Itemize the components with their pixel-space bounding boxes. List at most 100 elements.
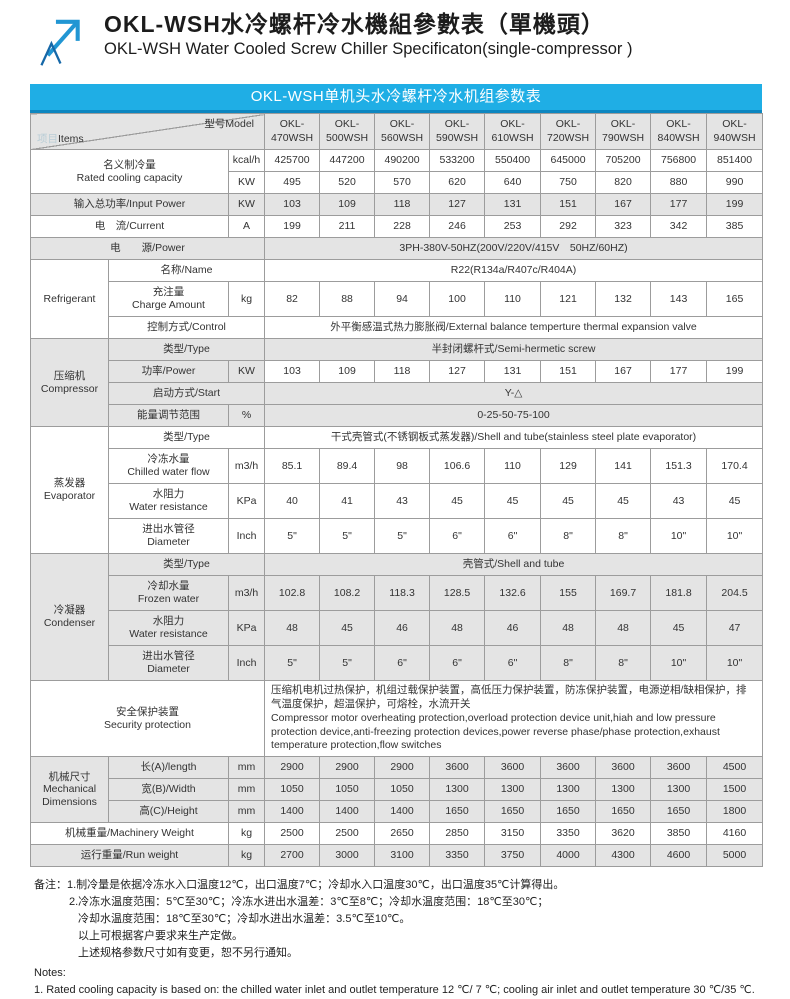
- param-label: 能量调节范围: [108, 404, 229, 427]
- value-cell: 1400: [264, 800, 321, 824]
- model-label: 型号Model: [204, 118, 255, 130]
- value-cell: 82: [264, 281, 321, 317]
- table-row-frozen-water: 冷却水量 Frozen water m3/h 102.8 108.2 118.3 128.…: [31, 575, 764, 611]
- value-cell: 121: [540, 281, 597, 317]
- unit-cell: kg: [227, 281, 266, 317]
- table-row-condenser-type: 冷凝器 Condenser 类型/Type 壳管式/Shell and tube: [30, 553, 764, 681]
- value-cell: 8": [595, 518, 652, 554]
- param-label: 名称/Name: [107, 259, 266, 282]
- value-cell: 6": [429, 518, 486, 554]
- model-header: OKL- 470WSH: [264, 113, 321, 150]
- note-line: Notes:: [34, 966, 66, 979]
- unit-cell: kg: [227, 822, 266, 846]
- value-cell: 3100: [374, 844, 431, 868]
- value-cell: 45: [540, 483, 597, 519]
- table-row-cond-diameter: 进出水管径 Diameter Inch 5" 5" 6" 6" 6" 8" 8" 10" 10": [31, 645, 764, 681]
- merged-value-cell: 0-25-50-75-100: [264, 404, 764, 427]
- value-cell: 10": [706, 518, 764, 554]
- value-cell: 45: [319, 610, 376, 646]
- value-cell: 131: [484, 360, 542, 383]
- merged-value-cell: 3PH-380V-50HZ(200V/220V/415V 50HZ/60HZ): [264, 237, 764, 260]
- value-cell: 167: [595, 193, 652, 216]
- param-label: 安全保护装置 Security protection: [29, 679, 266, 758]
- value-cell: 4000: [540, 844, 597, 868]
- model-header: OKL- 500WSH: [319, 113, 376, 150]
- model-header: OKL- 940WSH: [706, 113, 764, 150]
- value-cell: 155: [540, 575, 597, 611]
- unit-cell: KPa: [227, 483, 266, 519]
- value-cell: 5000: [706, 844, 764, 868]
- note-line: 1. Rated cooling capacity is based on: t…: [34, 983, 755, 996]
- items-label-cn: 项目: [37, 133, 58, 146]
- value-cell: 10": [650, 518, 708, 554]
- value-cell: 108.2: [319, 575, 376, 611]
- merged-value-cell: 壳管式/Shell and tube: [264, 553, 764, 576]
- param-label: 高(C)/Height: [108, 800, 229, 824]
- note-line: 备注：1.制冷量是依据冷冻水入口温度12℃，出口温度7℃；冷却水入口温度30℃，…: [34, 879, 565, 892]
- value-cell: 6": [484, 645, 542, 681]
- value-cell: 1300: [429, 778, 486, 802]
- param-label: 进出水管径 Diameter: [108, 518, 229, 554]
- value-cell: 5": [374, 518, 431, 554]
- unit-cell: KW: [227, 171, 266, 194]
- value-cell: 204.5: [706, 575, 764, 611]
- param-label: 控制方式/Control: [107, 316, 266, 339]
- value-cell: 102.8: [264, 575, 321, 611]
- table-row-rated-cooling-kw: KW 495 520 570 620 640 750 820 880 990: [31, 171, 764, 194]
- value-cell: 5": [264, 518, 321, 554]
- param-label: 输入总功率/Input Power: [30, 193, 229, 216]
- value-cell: 1050: [319, 778, 376, 802]
- value-cell: 43: [650, 483, 708, 519]
- unit-cell: KW: [227, 360, 266, 383]
- value-cell: 45: [484, 483, 542, 519]
- param-label: 充注量 Charge Amount: [108, 281, 229, 317]
- value-cell: 48: [595, 610, 652, 646]
- value-cell: 45: [429, 483, 486, 519]
- table-row-chilled-water-flow: 冷冻水量 Chilled water flow m3/h 85.1 89.4 98 106…: [31, 448, 764, 484]
- value-cell: 106.6: [429, 448, 486, 484]
- value-cell: 40: [264, 483, 321, 519]
- param-label: 名义制冷量 Rated cooling capacity: [30, 149, 229, 194]
- unit-cell: Inch: [227, 645, 266, 681]
- table-row-rated-cooling-kcal: 名义制冷量 Rated cooling capacity kcal/h 425700…: [30, 149, 764, 194]
- table-row-evaporator-type: 蒸发器 Evaporator 类型/Type 干式壳管式(不锈钢板式蒸发器)/She…: [30, 426, 764, 554]
- value-cell: 128.5: [429, 575, 486, 611]
- value-cell: 3750: [484, 844, 542, 868]
- value-cell: 8": [540, 645, 597, 681]
- page-subtitle: OKL-WSH Water Cooled Screw Chiller Speci…: [104, 39, 633, 58]
- param-label: 机械重量/Machinery Weight: [30, 822, 229, 846]
- merged-value-cell: 干式壳管式(不锈钢板式蒸发器)/Shell and tube(stainless…: [264, 426, 764, 449]
- items-label: 项目Items: [37, 133, 84, 146]
- value-cell: 170.4: [706, 448, 764, 484]
- value-cell: 118: [374, 193, 431, 216]
- value-cell: 6": [484, 518, 542, 554]
- param-label: 进出水管径 Diameter: [108, 645, 229, 681]
- corner-cell: 项目Items 型号Model: [29, 113, 266, 150]
- value-cell: 1650: [595, 800, 652, 824]
- value-cell: 103: [264, 360, 321, 383]
- param-label: 类型/Type: [107, 338, 266, 361]
- value-cell: 88: [319, 281, 376, 317]
- notes-chinese: 备注：1.制冷量是依据冷冻水入口温度12℃，出口温度7℃；冷却水入口温度30℃，…: [34, 877, 762, 962]
- unit-cell: %: [227, 404, 266, 427]
- param-label: 功率/Power: [108, 360, 229, 383]
- value-cell: 6": [374, 645, 431, 681]
- value-cell: 48: [264, 610, 321, 646]
- value-cell: 645000: [540, 149, 597, 172]
- table-banner: OKL-WSH单机头水冷螺杆冷水机组参数表: [30, 84, 762, 113]
- notes-english: Notes: 1. Rated cooling capacity is based…: [34, 965, 762, 999]
- value-cell: 10": [706, 645, 764, 681]
- value-cell: 4300: [595, 844, 652, 868]
- note-line: 以上可根据客户要求来生产定做。: [78, 930, 243, 943]
- value-cell: 425700: [264, 149, 321, 172]
- unit-cell: kcal/h: [227, 149, 266, 172]
- value-cell: 1650: [540, 800, 597, 824]
- value-cell: 3600: [429, 756, 486, 780]
- value-cell: 132.6: [484, 575, 542, 611]
- value-cell: 10": [650, 645, 708, 681]
- value-cell: 1500: [706, 778, 764, 802]
- value-cell: 211: [319, 215, 376, 238]
- table-row-height: 高(C)/Height mm 1400 1400 1400 1650 1650 1650 165…: [31, 800, 764, 824]
- value-cell: 3350: [429, 844, 486, 868]
- value-cell: 1300: [650, 778, 708, 802]
